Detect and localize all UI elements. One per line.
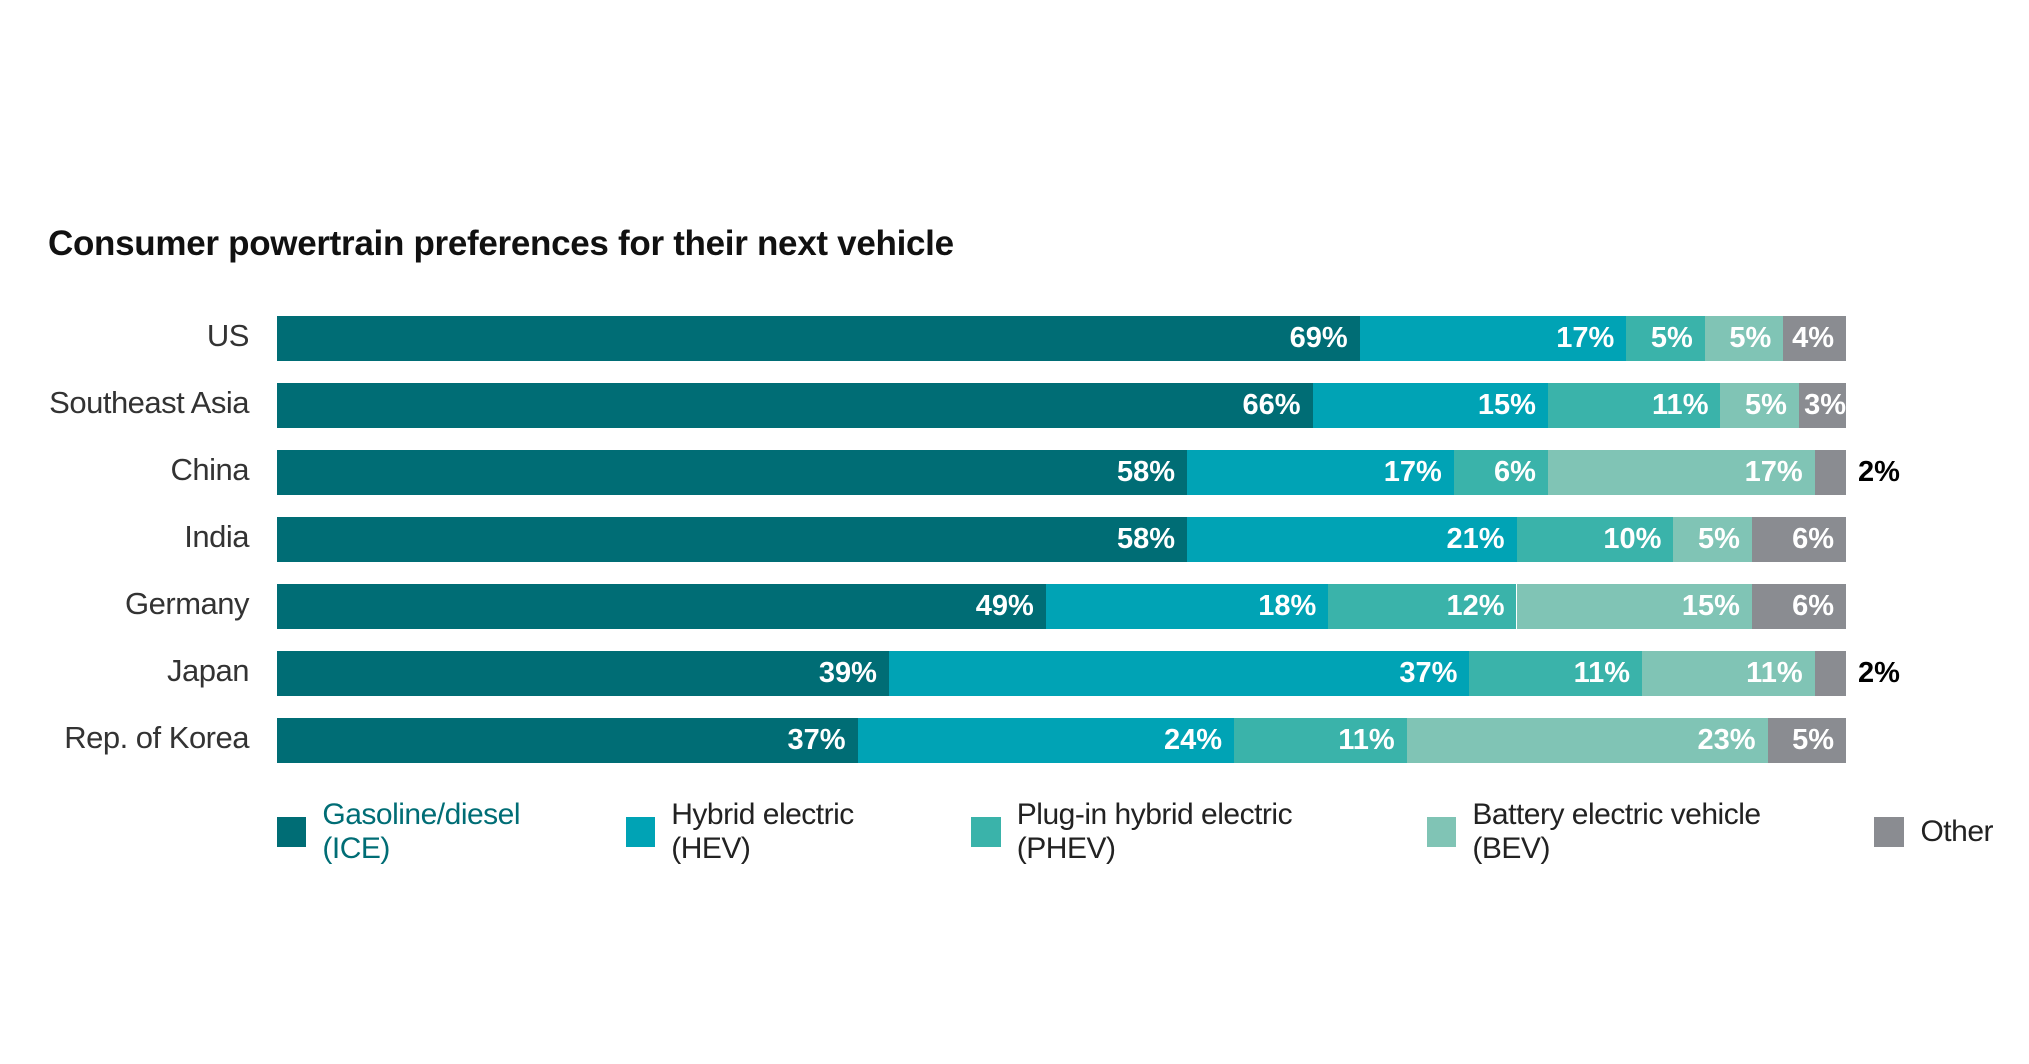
data-label: 11% <box>1573 657 1631 689</box>
bar-segment <box>277 718 858 763</box>
category-label: India <box>184 519 249 554</box>
data-label: 5% <box>1650 322 1693 354</box>
data-label: 21% <box>1446 523 1505 555</box>
data-label: 15% <box>1681 590 1740 622</box>
data-label: 12% <box>1446 590 1505 622</box>
bar-segment <box>1751 517 1846 562</box>
legend-label: Other <box>1920 815 1993 848</box>
legend-swatch <box>971 817 1001 847</box>
data-label: 24% <box>1164 724 1223 756</box>
bar-segment <box>1187 450 1454 495</box>
bar-segment <box>277 584 1046 629</box>
data-label: 17% <box>1744 456 1803 488</box>
bar-segment <box>1720 383 1799 428</box>
legend-item: Gasoline/diesel (ICE) <box>277 798 590 866</box>
bar-segment <box>1312 383 1548 428</box>
bar-segment <box>1187 517 1517 562</box>
data-label: 58% <box>1116 456 1176 488</box>
bar-segment <box>1798 383 1846 428</box>
category-label: Japan <box>167 653 249 688</box>
data-label: 5% <box>1729 322 1772 354</box>
bar-segment <box>1673 517 1752 562</box>
bar-segment <box>888 651 1470 696</box>
data-label: 10% <box>1603 523 1662 555</box>
bar-segment <box>1453 450 1548 495</box>
legend-swatch <box>1874 817 1905 847</box>
bar-segment <box>1814 450 1846 495</box>
data-label: 11% <box>1338 724 1395 756</box>
category-label: Germany <box>125 586 249 621</box>
data-label: 37% <box>1399 657 1458 689</box>
legend-label: Gasoline/diesel (ICE) <box>322 798 521 865</box>
data-label: 11% <box>1652 389 1709 421</box>
bar-segment <box>1359 316 1627 361</box>
data-label: 2% <box>1858 657 1900 689</box>
data-label: 5% <box>1792 724 1834 756</box>
data-label: 11% <box>1746 657 1803 689</box>
bar-segment <box>1751 584 1846 629</box>
bar-segment <box>1328 584 1517 629</box>
data-label: 58% <box>1116 523 1176 555</box>
bar-segment <box>277 517 1188 562</box>
data-label: 39% <box>818 657 877 689</box>
category-label: US <box>206 318 250 353</box>
data-label: 5% <box>1697 523 1740 555</box>
legend-item: Hybrid electric (HEV) <box>625 798 936 866</box>
bar-segment <box>277 316 1360 361</box>
bar-segment <box>1783 316 1846 361</box>
data-label: 66% <box>1242 389 1301 421</box>
bar-segment <box>1406 718 1768 763</box>
legend-label: Plug-in hybrid electric (PHEV) <box>1016 798 1293 865</box>
legend-label: Hybrid electric (HEV) <box>671 798 854 865</box>
category-label: Southeast Asia <box>49 385 249 420</box>
data-label: 4% <box>1792 322 1834 354</box>
data-label: 37% <box>787 724 846 756</box>
data-label: 23% <box>1697 724 1756 756</box>
bar-segment <box>857 718 1235 763</box>
bar-segment <box>277 651 889 696</box>
bar-segment <box>1516 584 1752 629</box>
legend-swatch <box>625 817 656 847</box>
bar-segment <box>1234 718 1407 763</box>
category-label: China <box>170 452 250 487</box>
bar-segment <box>1547 450 1815 495</box>
data-label: 6% <box>1792 590 1834 622</box>
data-label: 17% <box>1556 322 1615 354</box>
legend: Gasoline/diesel (ICE) Hybrid electric (HE… <box>277 798 2029 866</box>
data-label: 6% <box>1792 523 1834 555</box>
data-label: 17% <box>1383 456 1442 488</box>
chart-title: Consumer powertrain preferences for thei… <box>48 224 954 263</box>
bar-segment <box>1767 718 1846 763</box>
bar-segment <box>277 450 1188 495</box>
bar-segment <box>1547 383 1721 428</box>
bar-segment <box>1814 651 1846 696</box>
legend-item: Battery electric vehicle (BEV) <box>1427 798 1838 866</box>
data-label: 18% <box>1258 590 1317 622</box>
bar-segment <box>277 383 1313 428</box>
legend-swatch <box>277 817 307 847</box>
data-label: 6% <box>1493 456 1536 488</box>
legend-label: Battery electric vehicle (BEV) <box>1472 798 1761 865</box>
bar-segment <box>1516 517 1674 562</box>
category-label: Rep. of Korea <box>64 720 249 755</box>
legend-swatch <box>1427 817 1457 847</box>
data-label: 5% <box>1745 389 1787 421</box>
data-label: 3% <box>1804 389 1846 421</box>
bar-segment <box>1469 651 1643 696</box>
legend-item: Other <box>1874 815 1993 849</box>
data-label: 69% <box>1289 322 1348 354</box>
bar-segment <box>1626 316 1705 361</box>
bar-segment <box>1045 584 1329 629</box>
data-label: 2% <box>1858 456 1900 488</box>
legend-item: Plug-in hybrid electric (PHEV) <box>971 798 1391 866</box>
bar-segment <box>1642 651 1815 696</box>
bar-segment <box>1704 316 1784 361</box>
data-label: 49% <box>975 590 1034 622</box>
data-label: 15% <box>1477 389 1536 421</box>
